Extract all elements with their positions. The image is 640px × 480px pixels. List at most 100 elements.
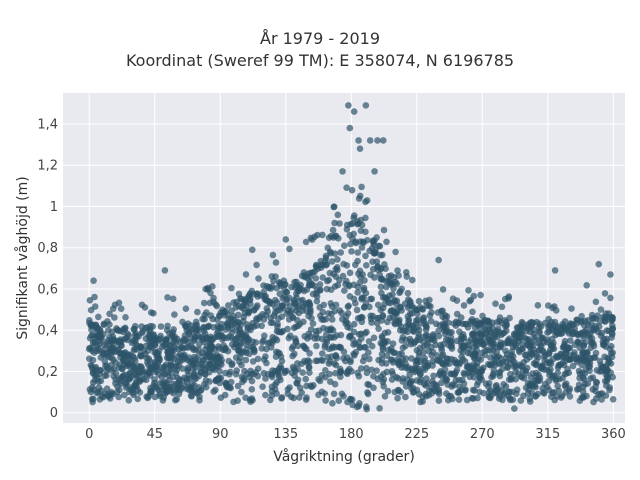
data-point [397, 303, 404, 311]
data-point [381, 300, 388, 308]
data-point [342, 280, 349, 288]
data-point [455, 388, 463, 396]
data-point [498, 387, 505, 394]
data-point [573, 316, 580, 324]
outlier-point [362, 102, 370, 109]
data-point [391, 320, 399, 328]
x-axis-ticks: 0 45 90 135 180 225 270 315 360 [85, 427, 626, 442]
data-point [192, 327, 200, 334]
data-point [471, 350, 478, 357]
data-point [490, 366, 498, 374]
data-point [248, 377, 256, 385]
data-point [468, 316, 476, 323]
outlier-point [366, 137, 374, 144]
data-point [550, 345, 558, 353]
data-point [609, 396, 617, 403]
data-point [348, 186, 356, 194]
data-point [554, 364, 562, 371]
data-point [307, 333, 314, 340]
data-point [217, 394, 225, 402]
data-point [389, 340, 397, 348]
data-point [430, 372, 437, 380]
data-point [146, 331, 154, 339]
x-tick-label: 90 [212, 427, 229, 442]
data-point [398, 285, 406, 293]
data-point [378, 350, 386, 358]
data-point [260, 369, 268, 377]
data-point [308, 383, 316, 391]
data-point [90, 349, 98, 356]
data-point [344, 370, 351, 378]
data-point [294, 365, 301, 373]
data-point [111, 347, 118, 355]
data-point [302, 301, 309, 309]
data-point [259, 383, 266, 391]
x-tick-label: 225 [404, 427, 429, 442]
data-point [409, 276, 416, 284]
data-point [95, 313, 102, 321]
data-point [517, 334, 524, 342]
data-point [120, 372, 127, 379]
data-point [217, 374, 225, 382]
data-point [315, 391, 322, 399]
data-point [608, 334, 615, 341]
data-point [347, 356, 354, 364]
data-point [346, 324, 354, 332]
data-point [462, 320, 470, 328]
data-point [502, 295, 509, 303]
data-point [322, 367, 329, 374]
data-point [104, 365, 112, 372]
data-point [482, 380, 490, 388]
data-point [498, 303, 506, 311]
data-point [381, 393, 389, 400]
data-point [403, 269, 410, 276]
data-point [304, 357, 312, 364]
data-point [319, 231, 326, 239]
data-point [376, 405, 383, 412]
data-point [360, 284, 368, 292]
data-point [510, 330, 518, 338]
data-point [353, 306, 361, 314]
data-point [175, 362, 183, 370]
data-point [170, 380, 178, 388]
data-point [383, 238, 390, 246]
data-point [601, 340, 608, 348]
data-point [595, 323, 603, 330]
data-point [352, 261, 359, 269]
data-point [541, 390, 548, 397]
data-point [332, 369, 339, 377]
data-point [333, 332, 340, 339]
data-point [241, 296, 248, 304]
data-point [443, 390, 450, 397]
data-point [313, 297, 321, 305]
data-point [274, 307, 281, 315]
data-point [255, 275, 262, 282]
data-point [407, 310, 414, 317]
data-point [301, 272, 309, 279]
data-point [487, 329, 494, 337]
data-point [373, 315, 381, 322]
data-point [269, 251, 277, 259]
outlier-point [551, 267, 559, 274]
data-point [385, 277, 392, 285]
data-point [392, 278, 399, 286]
data-point [601, 290, 609, 297]
data-point [332, 301, 340, 309]
data-point [320, 316, 327, 324]
data-point [503, 327, 510, 335]
data-point [491, 361, 499, 369]
data-point [281, 286, 288, 294]
data-point [125, 397, 133, 404]
data-point [248, 344, 255, 351]
data-point [350, 230, 358, 238]
data-point [324, 244, 332, 252]
data-point [240, 317, 247, 325]
data-point [351, 212, 358, 219]
data-point [339, 315, 346, 323]
data-point [346, 269, 354, 277]
data-point [264, 308, 272, 315]
data-point [246, 291, 253, 299]
data-point [205, 323, 212, 330]
data-point [172, 369, 180, 377]
data-point [536, 328, 543, 335]
